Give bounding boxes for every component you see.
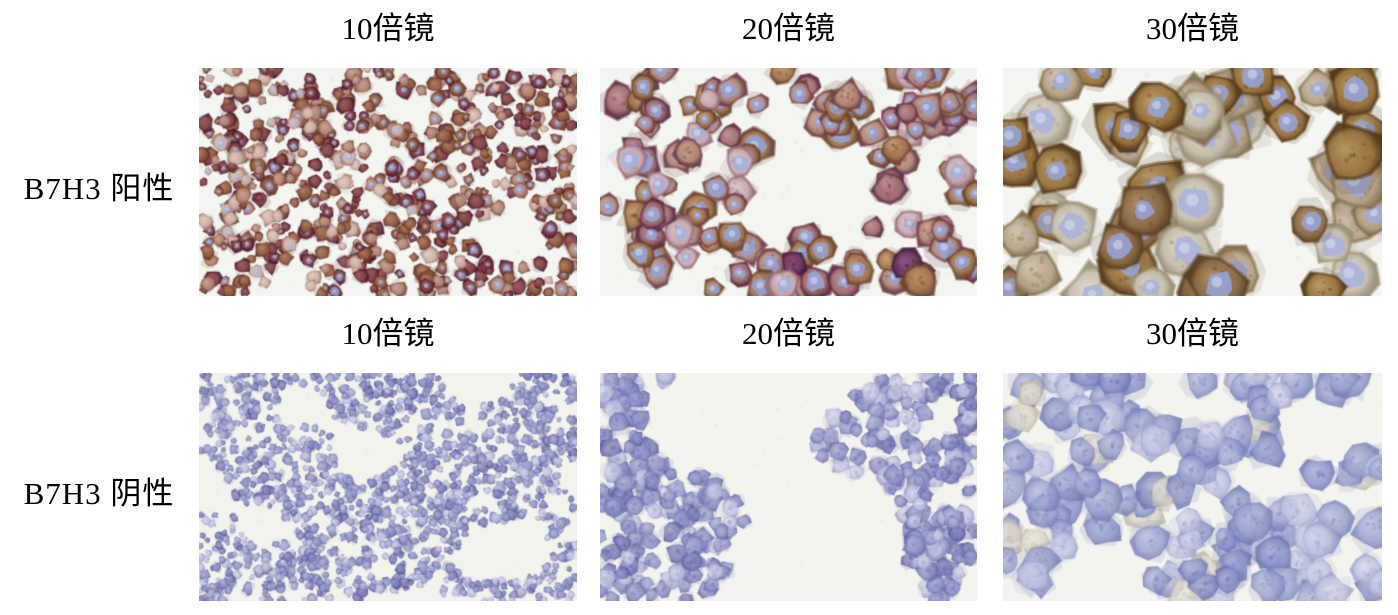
row-label-b7h3-negative: B7H3 阴性 [23, 476, 175, 511]
micrograph-b7h3-negative-10x [199, 373, 577, 601]
magnification-header-positive-10x: 10倍镜 [341, 11, 435, 46]
magnification-header-negative-20x: 20倍镜 [742, 316, 835, 351]
magnification-header-negative-30x: 30倍镜 [1146, 316, 1239, 351]
magnification-header-positive-20x: 20倍镜 [742, 11, 835, 46]
micrograph-b7h3-negative-30x [1003, 373, 1382, 601]
row-label-b7h3-positive: B7H3 阳性 [23, 171, 175, 206]
magnification-header-positive-30x: 30倍镜 [1146, 11, 1239, 46]
micrograph-b7h3-positive-20x [600, 68, 977, 296]
micrograph-b7h3-positive-10x [199, 68, 577, 296]
micrograph-b7h3-positive-30x [1003, 68, 1382, 296]
micrograph-b7h3-negative-20x [600, 373, 977, 601]
magnification-header-negative-10x: 10倍镜 [341, 316, 435, 351]
